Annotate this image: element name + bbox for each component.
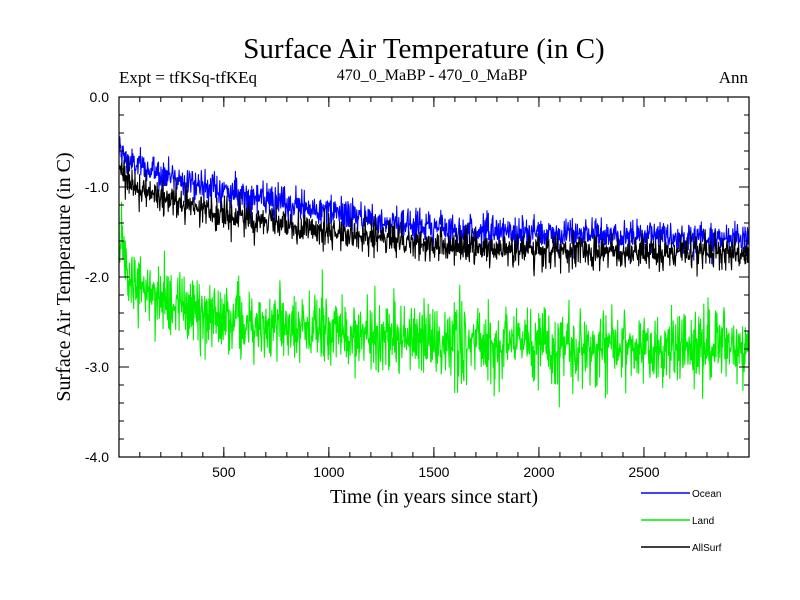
series-layer <box>118 136 750 408</box>
chart-title: Surface Air Temperature (in C) <box>243 33 604 65</box>
y-tick-label: -2.0 <box>85 269 109 285</box>
y-axis-label: Surface Air Temperature (in C) <box>53 152 75 401</box>
y-tick-label: -1.0 <box>85 179 109 195</box>
series-line-ocean <box>118 136 750 265</box>
legend-label-allsurf: AllSurf <box>692 543 722 554</box>
y-tick-label: -3.0 <box>85 359 109 375</box>
x-axis-label: Time (in years since start) <box>330 486 538 508</box>
series-line-allsurf <box>118 157 750 277</box>
subtitle-period: 470_0_MaBP - 470_0_MaBP <box>337 67 528 84</box>
axes-layer: 0.0 -1.0 -2.0 -3.0 -4.0 500 1000 1500 2000 2500 <box>85 89 749 480</box>
x-tick-label: 500 <box>212 464 236 480</box>
y-tick-label: -4.0 <box>85 449 109 465</box>
x-tick-label: 2000 <box>523 464 554 480</box>
x-tick-label: 1500 <box>418 464 449 480</box>
legend: Ocean Land AllSurf <box>641 489 722 554</box>
x-tick-label: 2500 <box>628 464 659 480</box>
legend-label-ocean: Ocean <box>692 489 721 500</box>
x-tick-label: 1000 <box>313 464 344 480</box>
subtitle-experiment: Expt = tfKSq-tfKEq <box>119 68 258 87</box>
y-tick-label: 0.0 <box>90 89 110 105</box>
legend-label-land: Land <box>692 516 714 527</box>
subtitle-season: Ann <box>719 68 749 87</box>
plot-frame <box>118 96 750 458</box>
series-line-land <box>118 201 750 408</box>
